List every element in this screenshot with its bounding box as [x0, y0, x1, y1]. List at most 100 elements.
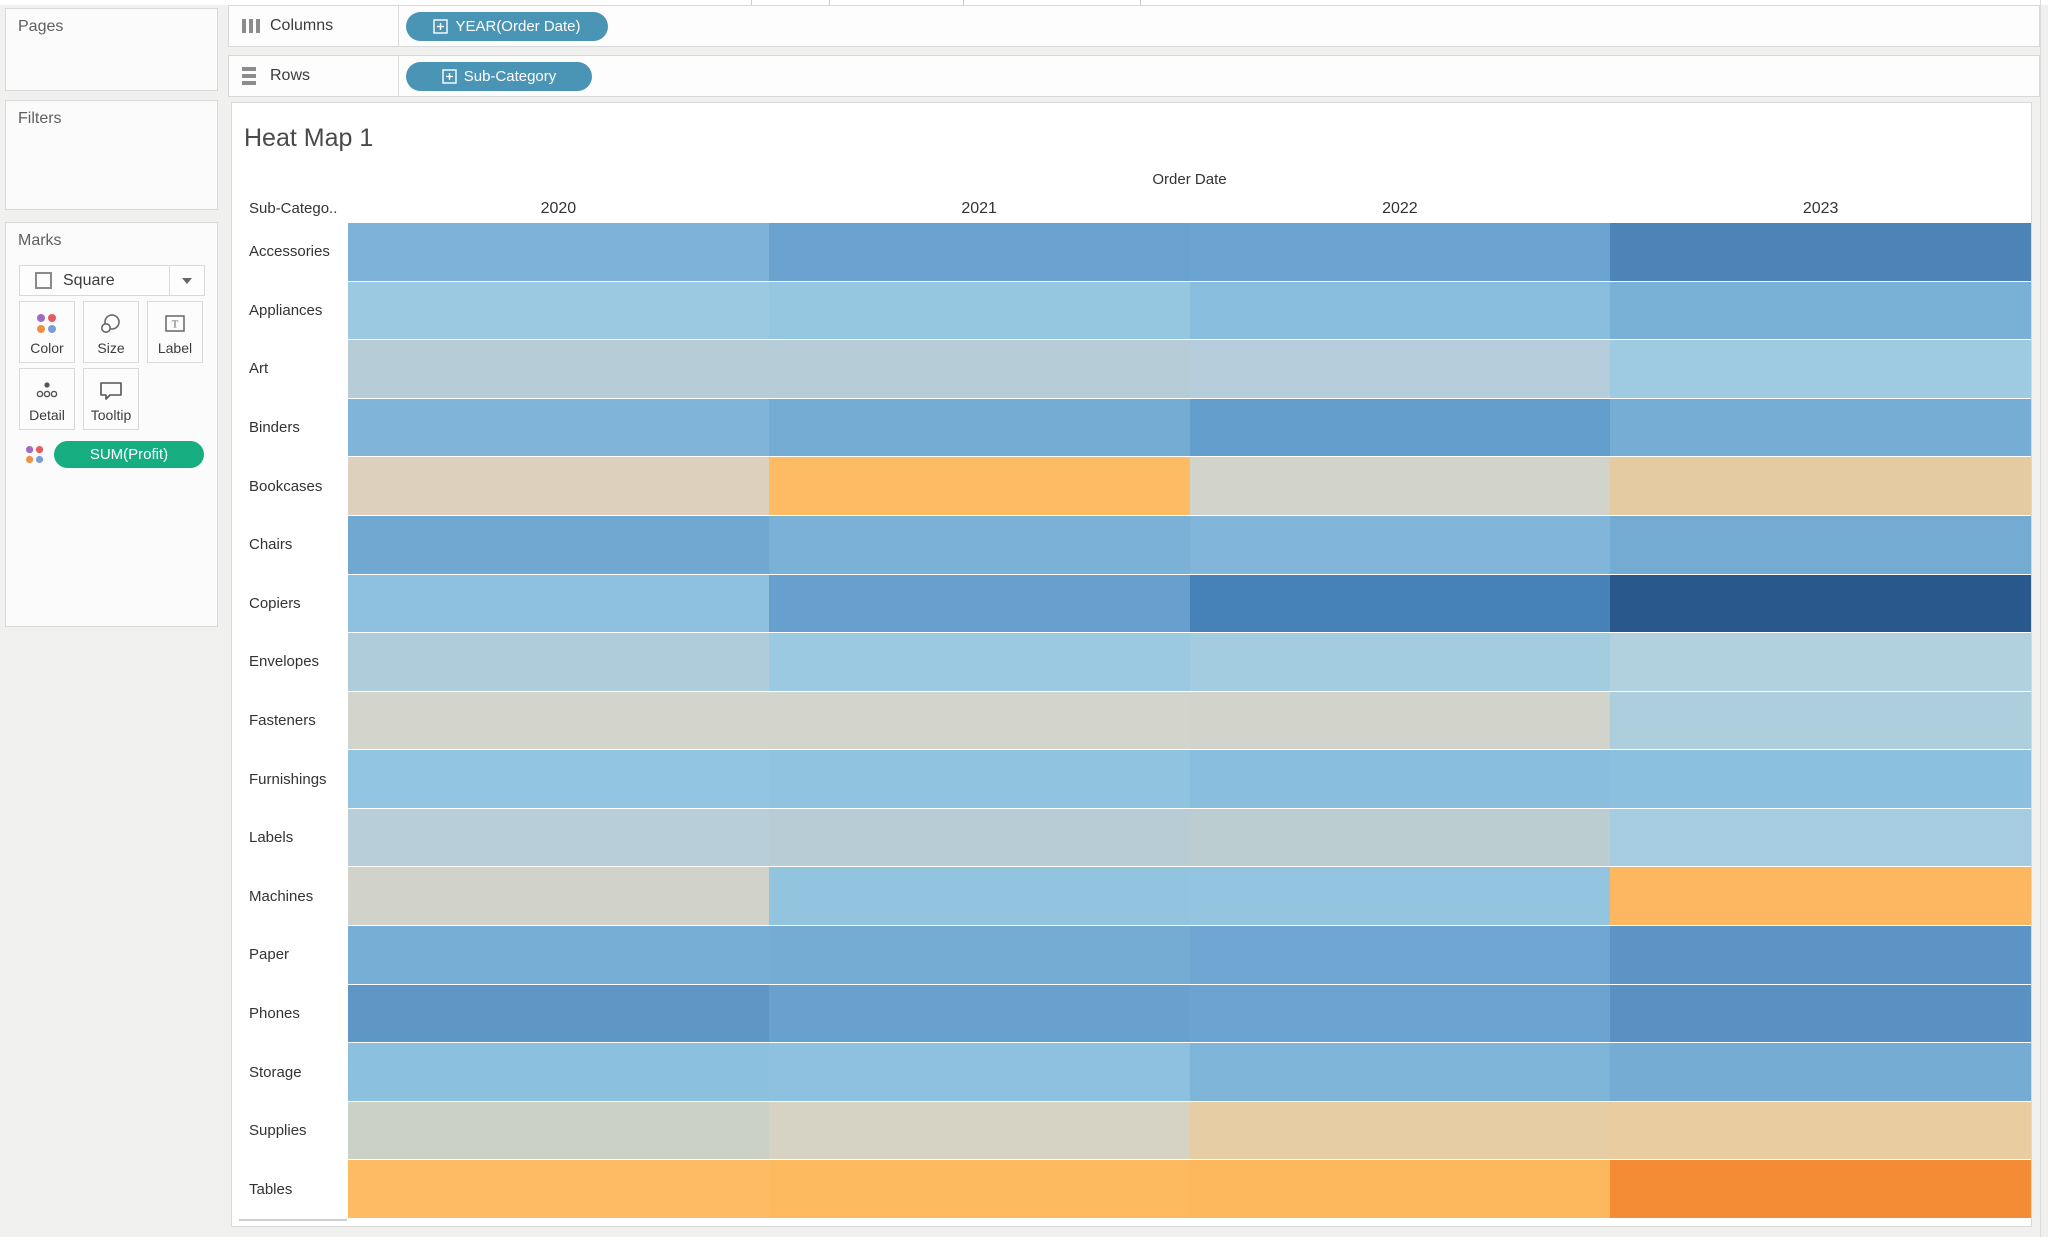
mark-type-caret-button[interactable] [169, 266, 204, 295]
heatmap-cell[interactable] [348, 574, 769, 633]
heatmap-cell[interactable] [348, 926, 769, 984]
row-label[interactable]: Appliances [232, 281, 348, 340]
row-header-scroll-thumb[interactable] [239, 1219, 347, 1221]
column-header-year[interactable]: 2023 [1802, 200, 1839, 217]
heatmap-cell[interactable] [1189, 574, 1611, 633]
row-label[interactable]: Labels [232, 808, 348, 867]
heatmap-cell[interactable] [348, 867, 769, 926]
heatmap-cell[interactable] [768, 340, 1190, 398]
column-header-year[interactable]: 2022 [1382, 200, 1418, 217]
heatmap-cell[interactable] [768, 750, 1190, 808]
heatmap-cell[interactable] [768, 574, 1190, 633]
heatmap-cell[interactable] [768, 457, 1190, 515]
heatmap-cell[interactable] [1610, 808, 2031, 867]
filters-shelf-card[interactable]: Filters [5, 100, 218, 210]
heatmap-cell[interactable] [1189, 633, 1611, 691]
heatmap-cell[interactable] [1610, 574, 2031, 633]
row-label[interactable]: Storage [232, 1043, 348, 1101]
rows-shelf[interactable]: Rows Sub-Category [228, 55, 2040, 97]
heatmap-cell[interactable] [1189, 457, 1611, 515]
heatmap-cell[interactable] [348, 633, 769, 691]
tooltip-button[interactable]: Tooltip [83, 368, 139, 430]
size-button[interactable]: Size [83, 301, 139, 363]
column-field-header[interactable]: Order Date [1152, 171, 1227, 188]
heatmap-cell[interactable] [1189, 1101, 1611, 1160]
heatmap-cell[interactable] [1189, 867, 1611, 926]
heatmap-cell[interactable] [1189, 691, 1611, 750]
heatmap-cell[interactable] [768, 1160, 1190, 1218]
heatmap-cell[interactable] [1610, 223, 2031, 281]
expand-field-icon[interactable] [433, 18, 449, 34]
heatmap-cell[interactable] [1610, 1043, 2031, 1101]
heatmap-cell[interactable] [1610, 1101, 2031, 1160]
row-field-header[interactable]: Sub-Catego.. [249, 200, 338, 217]
row-label[interactable]: Bookcases [232, 457, 348, 515]
sub-category-pill[interactable]: Sub-Category [406, 61, 592, 91]
sum-profit-pill[interactable]: SUM(Profit) [54, 441, 204, 468]
heatmap-cell[interactable] [348, 223, 769, 281]
heatmap-cell[interactable] [1189, 398, 1611, 457]
heatmap-cell[interactable] [348, 1101, 769, 1160]
heatmap-cell[interactable] [768, 515, 1190, 574]
heatmap-cell[interactable] [348, 1160, 769, 1218]
heatmap-cell[interactable] [1610, 515, 2031, 574]
heatmap-cell[interactable] [348, 457, 769, 515]
pages-shelf-card[interactable]: Pages [5, 8, 218, 91]
heatmap-cell[interactable] [1189, 1043, 1611, 1101]
heatmap-cell[interactable] [348, 984, 769, 1043]
row-label[interactable]: Supplies [232, 1101, 348, 1160]
detail-button[interactable]: Detail [19, 368, 75, 430]
column-header-year[interactable]: 2021 [961, 200, 997, 217]
heatmap-cell[interactable] [1610, 691, 2031, 750]
heatmap-cell[interactable] [1189, 515, 1611, 574]
heatmap-cell[interactable] [768, 867, 1190, 926]
heatmap-cell[interactable] [1189, 340, 1611, 398]
heatmap-cell[interactable] [1189, 281, 1611, 340]
mark-type-dropdown[interactable]: Square [19, 265, 205, 296]
heatmap-cell[interactable] [768, 808, 1190, 867]
row-label[interactable]: Paper [232, 926, 348, 984]
heatmap-cell[interactable] [1189, 808, 1611, 867]
heatmap-cell[interactable] [348, 281, 769, 340]
row-label[interactable]: Phones [232, 984, 348, 1043]
heatmap-cell[interactable] [768, 1043, 1190, 1101]
heatmap-cell[interactable] [768, 926, 1190, 984]
heatmap-cell[interactable] [348, 1043, 769, 1101]
expand-field-icon[interactable] [442, 68, 457, 84]
columns-shelf[interactable]: Columns YEAR(Order Date) [228, 5, 2040, 47]
heatmap-cell[interactable] [768, 1101, 1190, 1160]
heatmap-cell[interactable] [1610, 750, 2031, 808]
heatmap-cell[interactable] [1189, 750, 1611, 808]
row-label[interactable]: Furnishings [232, 750, 348, 808]
heatmap-cell[interactable] [1610, 633, 2031, 691]
row-label[interactable]: Copiers [232, 574, 348, 633]
heatmap-cell[interactable] [1610, 926, 2031, 984]
heatmap-cell[interactable] [348, 808, 769, 867]
row-label[interactable]: Chairs [232, 515, 348, 574]
heatmap-cell[interactable] [348, 691, 769, 750]
heatmap-cell[interactable] [1610, 867, 2031, 926]
heatmap-cell[interactable] [1189, 926, 1611, 984]
row-label[interactable]: Machines [232, 867, 348, 926]
heatmap-cell[interactable] [768, 281, 1190, 340]
row-label[interactable]: Fasteners [232, 691, 348, 750]
row-label[interactable]: Envelopes [232, 633, 348, 691]
heatmap-cell[interactable] [1610, 398, 2031, 457]
heatmap-cell[interactable] [768, 633, 1190, 691]
heatmap-cell[interactable] [1610, 984, 2031, 1043]
heatmap-cell[interactable] [1189, 984, 1611, 1043]
year-order-date-pill[interactable]: YEAR(Order Date) [406, 11, 608, 41]
row-label[interactable]: Binders [232, 398, 348, 457]
heatmap-cell[interactable] [768, 984, 1190, 1043]
heatmap-cell[interactable] [1610, 1160, 2031, 1218]
heatmap-cell[interactable] [1189, 1160, 1611, 1218]
heatmap-cell[interactable] [1189, 223, 1611, 281]
heatmap-cell[interactable] [1610, 340, 2031, 398]
heatmap-cell[interactable] [348, 398, 769, 457]
heatmap-cell[interactable] [348, 340, 769, 398]
heatmap-cell[interactable] [1610, 457, 2031, 515]
label-button[interactable]: T Label [147, 301, 203, 363]
heatmap-cell[interactable] [768, 691, 1190, 750]
row-label[interactable]: Art [232, 340, 348, 398]
heatmap-cell[interactable] [768, 223, 1190, 281]
